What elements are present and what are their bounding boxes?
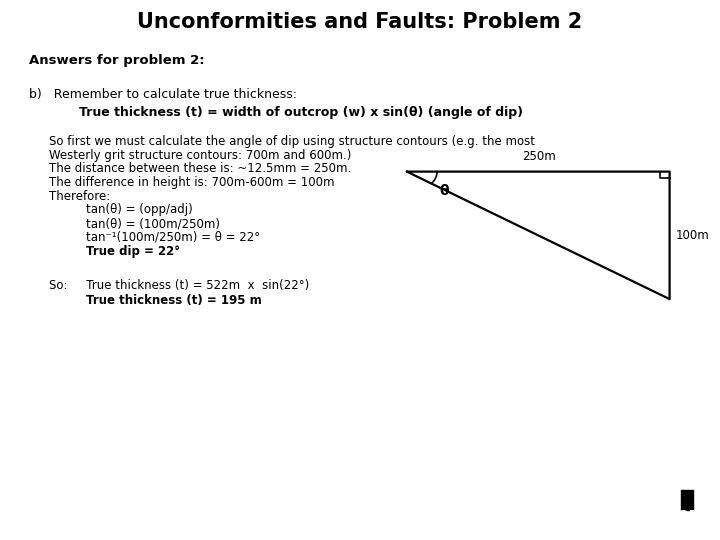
Text: UNIVERSITY OF LEEDS: UNIVERSITY OF LEEDS: [590, 509, 720, 522]
Text: True thickness (t) = width of outcrop (w) x sin(θ) (angle of dip): True thickness (t) = width of outcrop (w…: [79, 106, 523, 119]
Text: 100m: 100m: [675, 229, 709, 242]
Text: Answers for problem 2:: Answers for problem 2:: [29, 54, 204, 67]
Bar: [677, 495, 697, 535]
Text: School of Earth and Environment: School of Earth and Environment: [16, 508, 274, 522]
Text: Unconformities and Faults: Problem 2: Unconformities and Faults: Problem 2: [138, 12, 582, 32]
Text: b)   Remember to calculate true thickness:: b) Remember to calculate true thickness:: [29, 88, 297, 102]
Text: Westerly grit structure contours: 700m and 600m.): Westerly grit structure contours: 700m a…: [49, 148, 351, 161]
Text: θ: θ: [439, 184, 449, 198]
Bar: [681, 490, 693, 510]
Text: tan⁻¹(100m/250m) = θ = 22°: tan⁻¹(100m/250m) = θ = 22°: [86, 231, 261, 244]
Text: 250m: 250m: [522, 150, 555, 163]
Text: Therefore:: Therefore:: [49, 190, 110, 202]
Text: So first we must calculate the angle of dip using structure contours (e.g. the m: So first we must calculate the angle of …: [49, 135, 535, 148]
Text: The difference in height is: 700m-600m = 100m: The difference in height is: 700m-600m =…: [49, 176, 335, 189]
Text: The distance between these is: ~12.5mm = 250m.: The distance between these is: ~12.5mm =…: [49, 163, 351, 176]
Text: tan(θ) = (100m/250m): tan(θ) = (100m/250m): [86, 217, 220, 230]
Text: True dip = 22°: True dip = 22°: [86, 245, 181, 258]
Text: So:     True thickness (t) = 522m  x  sin(22°): So: True thickness (t) = 522m x sin(22°): [49, 280, 309, 293]
Text: True thickness (t) = 195 m: True thickness (t) = 195 m: [86, 294, 262, 307]
Text: tan(θ) = (opp/adj): tan(θ) = (opp/adj): [86, 204, 193, 217]
